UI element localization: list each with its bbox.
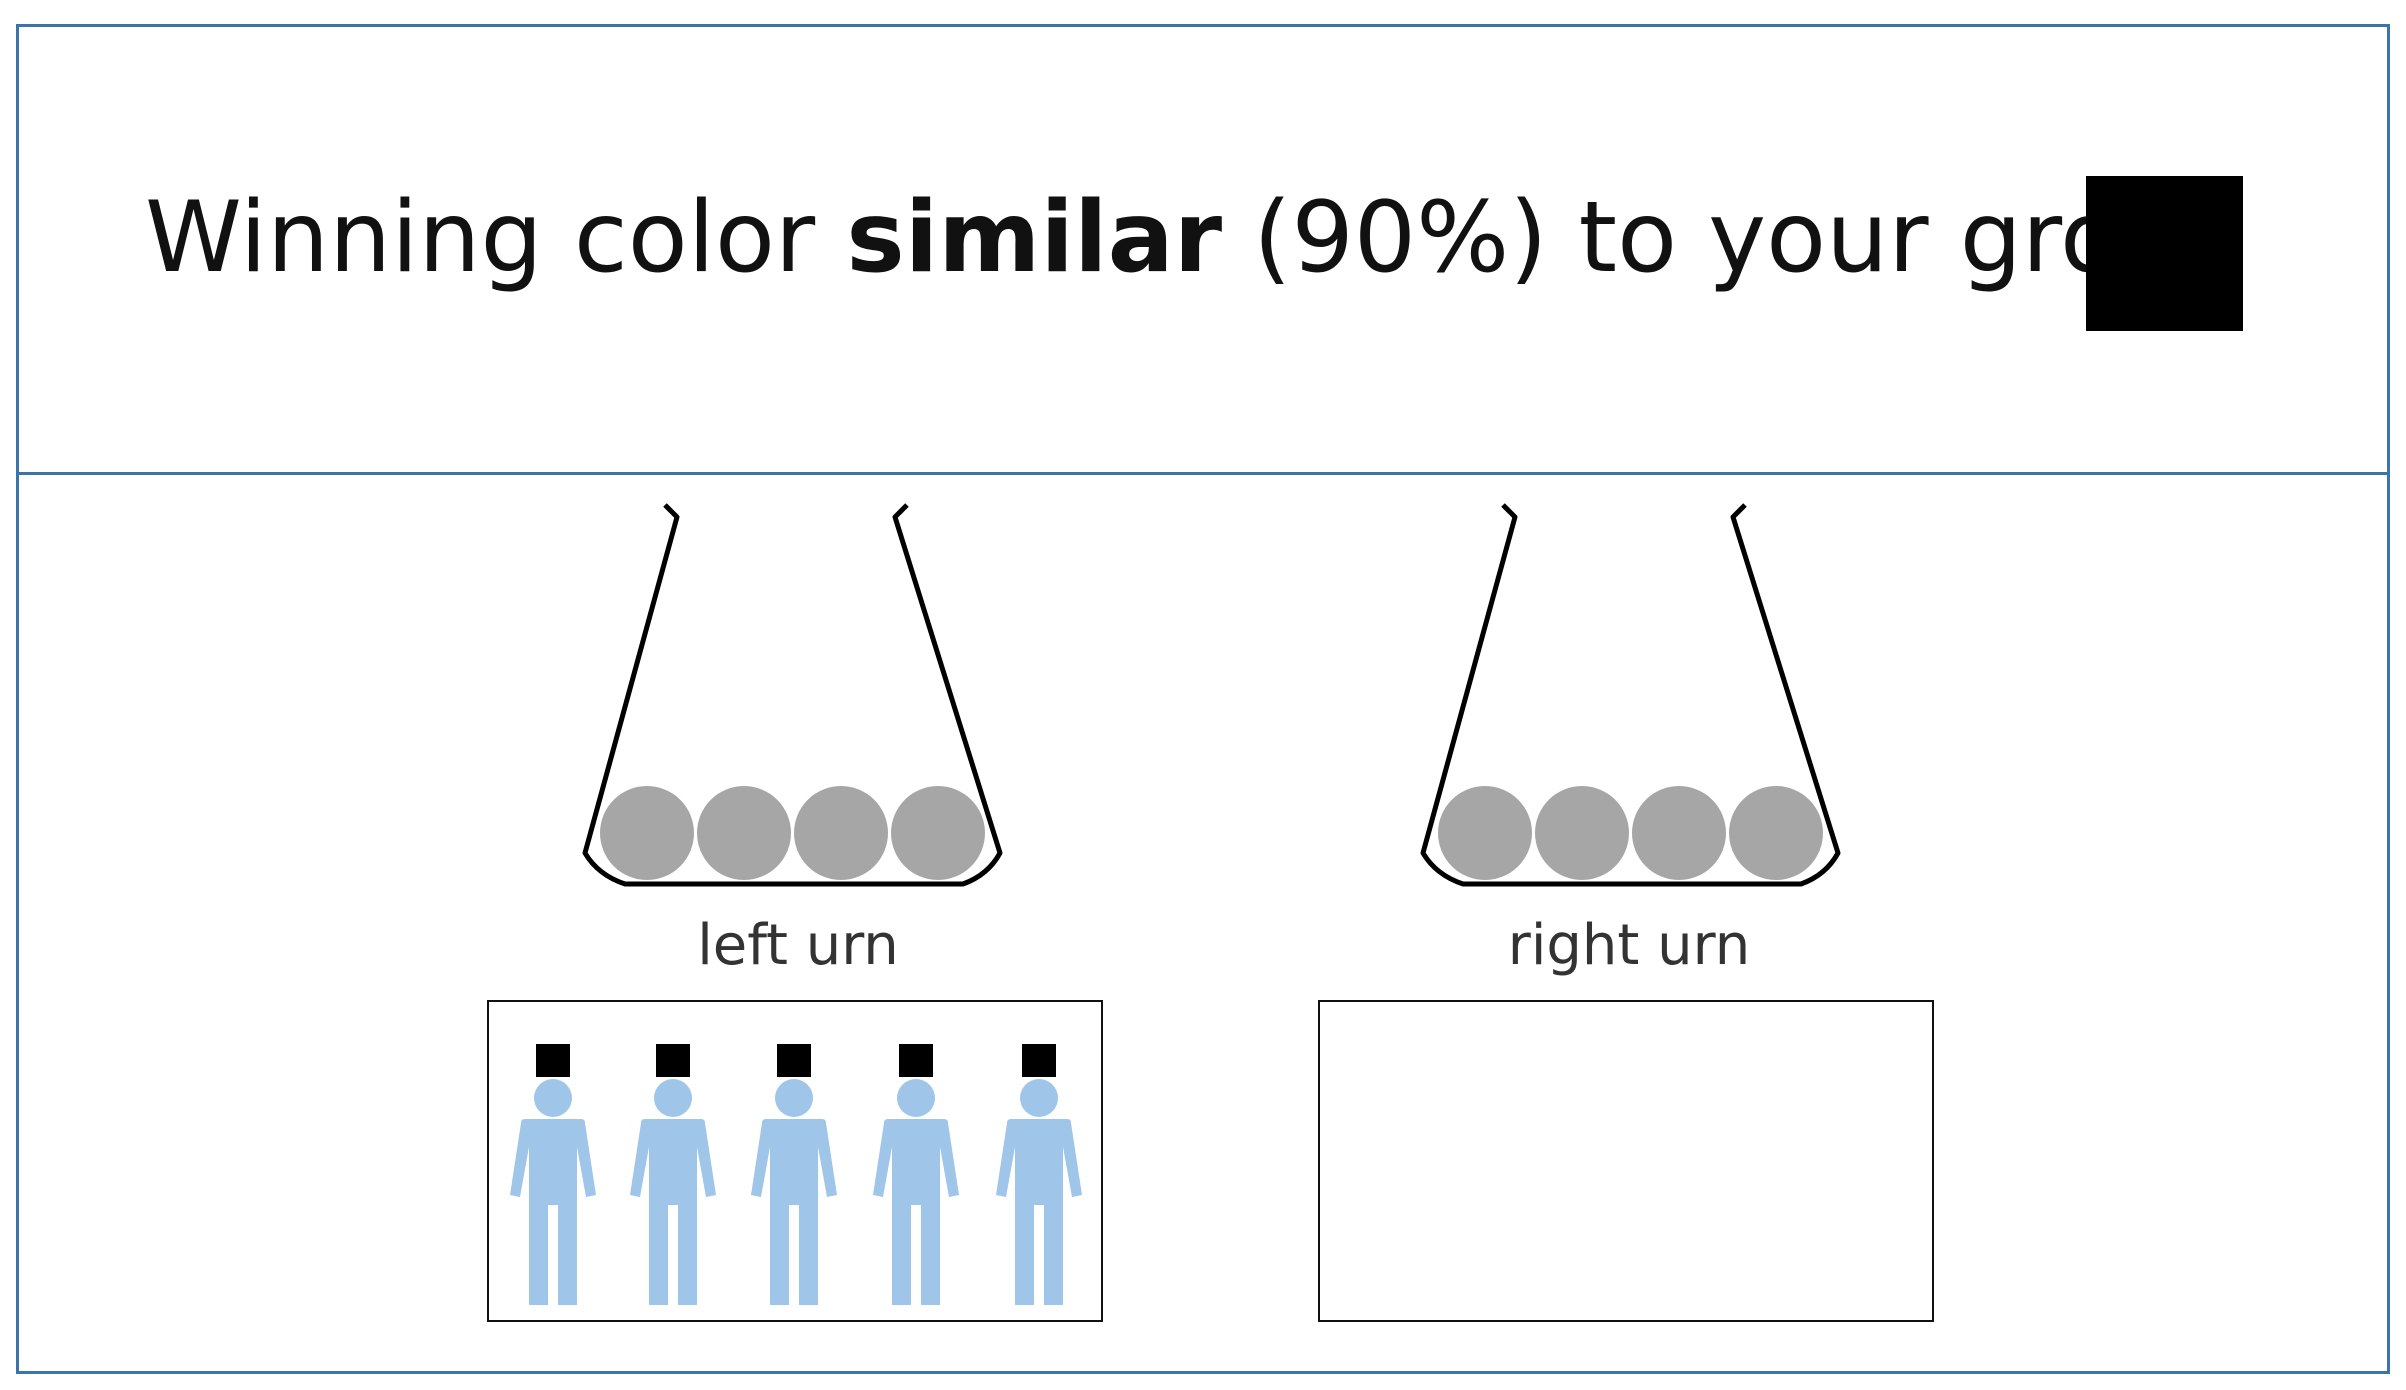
ball <box>697 786 791 880</box>
ball <box>794 786 888 880</box>
header-panel: Winning color similar (90%) to your grou… <box>19 27 2387 475</box>
member-color-tag <box>777 1044 811 1077</box>
right-urn-group-box <box>1318 1000 1934 1322</box>
left-urn-label: left urn <box>697 913 899 978</box>
headline-text: Winning color similar (90%) to your grou… <box>145 181 2245 295</box>
group-member <box>996 1044 1082 1305</box>
group-member <box>630 1044 716 1305</box>
left-urn-group-box <box>487 1000 1103 1322</box>
ball <box>1535 786 1629 880</box>
member-body <box>510 1119 596 1305</box>
member-head <box>654 1079 692 1117</box>
group-member <box>751 1044 837 1305</box>
member-head <box>534 1079 572 1117</box>
ball <box>1729 786 1823 880</box>
ball <box>891 786 985 880</box>
left-group-people <box>510 1044 1082 1305</box>
display-frame: Winning color similar (90%) to your grou… <box>16 24 2390 1374</box>
group-color-swatch <box>2086 176 2243 331</box>
member-head <box>1020 1079 1058 1117</box>
member-color-tag <box>536 1044 570 1077</box>
member-color-tag <box>899 1044 933 1077</box>
headline-emphasis: similar <box>846 181 1223 295</box>
group-member <box>510 1044 596 1305</box>
member-body <box>751 1119 837 1305</box>
member-color-tag <box>1022 1044 1056 1077</box>
member-color-tag <box>656 1044 690 1077</box>
ball <box>1632 786 1726 880</box>
right-group-people <box>1320 1002 1932 1320</box>
ball <box>1438 786 1532 880</box>
right-urn-label: right urn <box>1507 913 1751 978</box>
left-urn <box>582 503 1003 887</box>
member-head <box>897 1079 935 1117</box>
group-member <box>873 1044 959 1305</box>
member-body <box>873 1119 959 1305</box>
member-body <box>630 1119 716 1305</box>
ball <box>600 786 694 880</box>
member-body <box>996 1119 1082 1305</box>
member-head <box>775 1079 813 1117</box>
right-urn <box>1420 503 1841 887</box>
